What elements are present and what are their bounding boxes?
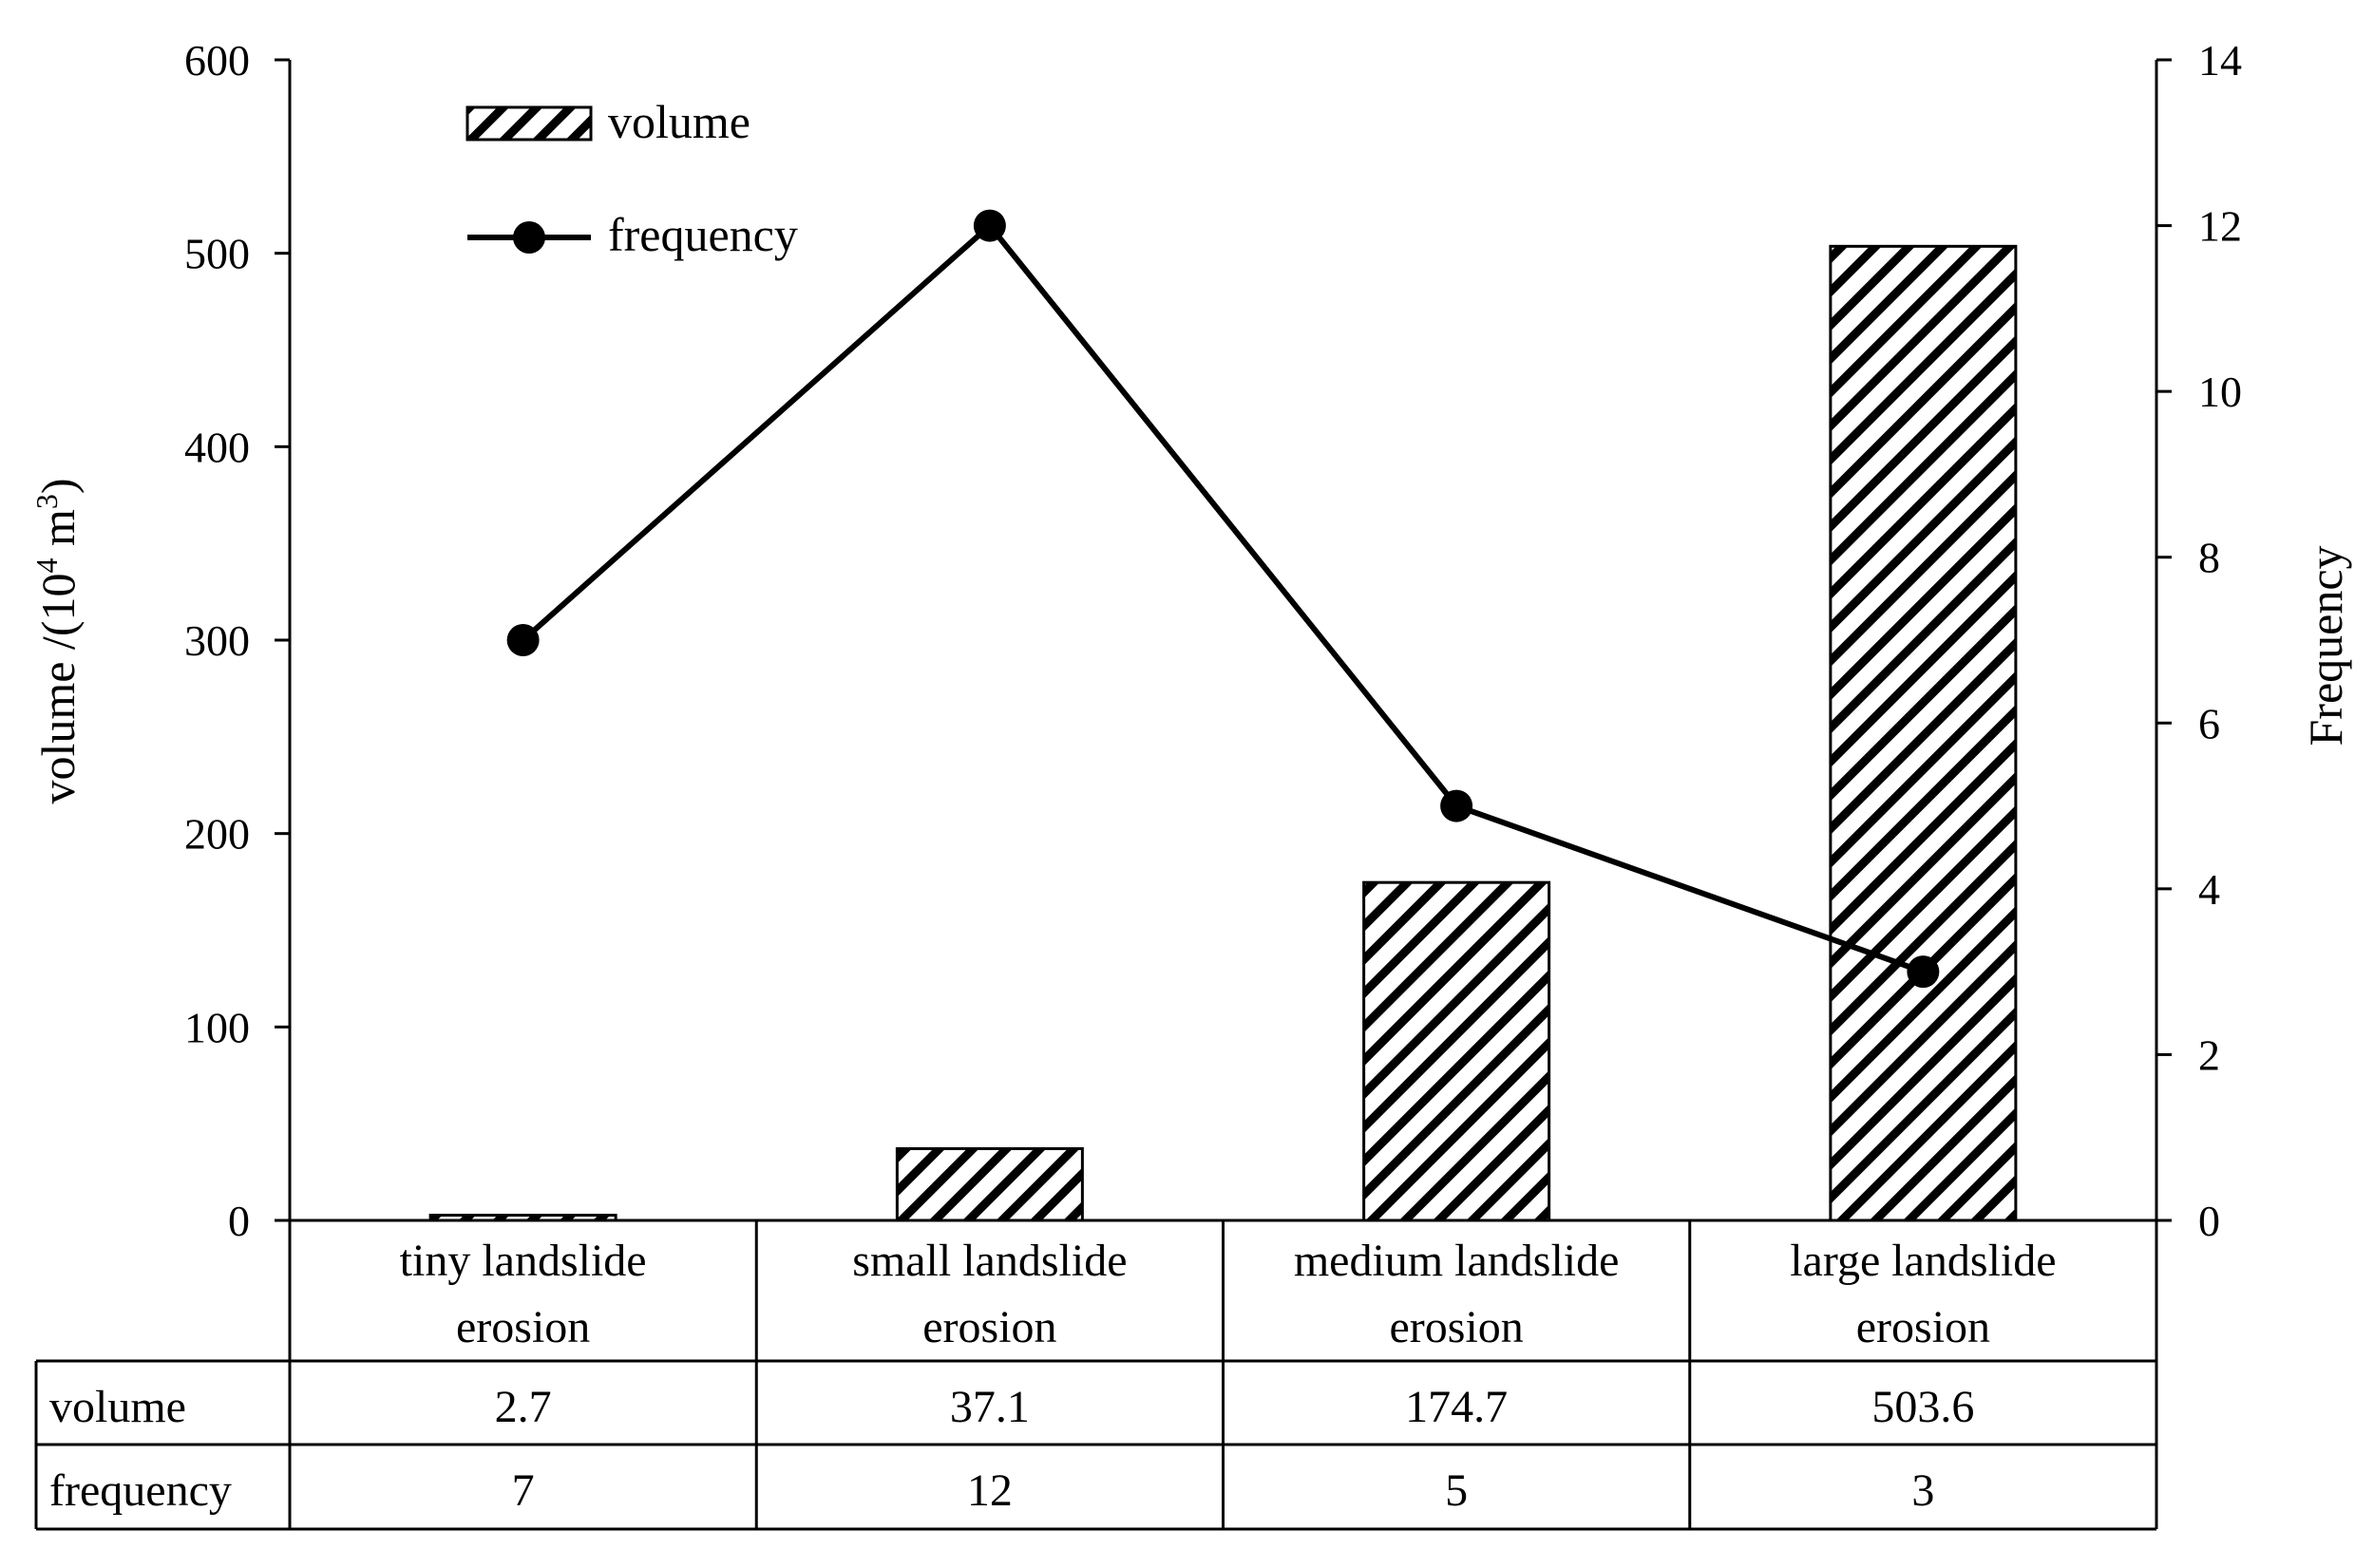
y-axis-label-close: ) bbox=[31, 478, 85, 494]
category-label: medium landslide bbox=[1294, 1236, 1620, 1286]
table-cell: 12 bbox=[967, 1465, 1013, 1516]
table-cell: 7 bbox=[512, 1465, 535, 1516]
legend-volume-swatch bbox=[465, 105, 593, 142]
y2-tick-label: 12 bbox=[2198, 202, 2242, 251]
y-tick-label: 300 bbox=[184, 616, 250, 665]
frequency-point bbox=[1907, 955, 1940, 989]
axes: 0 100 200 300 400 500 600 0 2 4 6 8 10 12 14 volume /… bbox=[29, 36, 2352, 1245]
y2-tick-label: 0 bbox=[2198, 1197, 2220, 1245]
table-cell: 174.7 bbox=[1405, 1382, 1508, 1432]
frequency-line bbox=[521, 221, 1925, 974]
category-label: small landslide bbox=[852, 1236, 1127, 1286]
bar-volume bbox=[1362, 880, 1551, 1222]
table-row-label: volume bbox=[49, 1382, 186, 1432]
category-label: large landslide bbox=[1790, 1236, 2056, 1286]
data-table-grid bbox=[34, 1219, 2158, 1531]
table-cell: 2.7 bbox=[495, 1382, 552, 1432]
table-cell: 5 bbox=[1445, 1465, 1468, 1516]
plot-area bbox=[428, 209, 2018, 1222]
y-tick-label: 400 bbox=[184, 423, 250, 471]
y2-tick-label: 10 bbox=[2198, 368, 2242, 416]
y2-tick-label: 14 bbox=[2198, 36, 2242, 85]
bar-volume bbox=[895, 1146, 1084, 1222]
y-axis-label-unit: m bbox=[31, 509, 85, 558]
y-axis-label: volume /(104 m3) bbox=[29, 478, 85, 803]
legend-volume-label: volume bbox=[608, 95, 750, 148]
table-cell: 37.1 bbox=[950, 1382, 1030, 1432]
y-tick-label: 200 bbox=[184, 810, 250, 859]
bar-volume bbox=[1829, 244, 2018, 1222]
y-axis-label-main: volume /(10 bbox=[31, 574, 85, 804]
table-row-label: frequency bbox=[49, 1465, 232, 1516]
y-axis-label-exponent: 4 bbox=[29, 558, 64, 574]
data-table-cells: tiny landslide erosion small landslide eros… bbox=[49, 1236, 2057, 1516]
legend-frequency-label: frequency bbox=[608, 208, 798, 261]
legend: volume frequency bbox=[465, 95, 798, 261]
bars bbox=[428, 244, 2018, 1222]
y2-tick-label: 2 bbox=[2198, 1030, 2220, 1079]
y-tick-label: 600 bbox=[184, 36, 250, 85]
category-label: tiny landslide bbox=[400, 1236, 647, 1286]
frequency-line-layer bbox=[506, 209, 1940, 989]
y-tick-label: 0 bbox=[228, 1197, 250, 1245]
table-cell: 503.6 bbox=[1871, 1382, 1974, 1432]
category-label: erosion bbox=[1856, 1302, 1990, 1352]
category-label: erosion bbox=[1389, 1302, 1523, 1352]
y-tick-label: 100 bbox=[184, 1003, 250, 1051]
right-axis-ticks: 0 2 4 6 8 10 12 14 bbox=[2156, 36, 2242, 1245]
frequency-point bbox=[506, 624, 540, 656]
legend-frequency-marker bbox=[513, 221, 545, 254]
frequency-point bbox=[973, 209, 1006, 242]
category-label: erosion bbox=[456, 1302, 590, 1352]
y2-tick-label: 8 bbox=[2198, 534, 2220, 582]
frequency-point bbox=[1440, 789, 1473, 822]
table-cell: 3 bbox=[1911, 1465, 1934, 1516]
y2-tick-label: 4 bbox=[2198, 865, 2220, 914]
y-tick-label: 500 bbox=[184, 230, 250, 278]
y-axis-label-unit-exponent: 3 bbox=[29, 494, 64, 509]
y2-tick-label: 6 bbox=[2198, 699, 2220, 747]
y2-axis-label: Frequency bbox=[2299, 545, 2352, 746]
data-table: tiny landslide erosion small landslide eros… bbox=[34, 1219, 2158, 1531]
category-label: erosion bbox=[922, 1302, 1056, 1352]
left-axis-ticks: 0 100 200 300 400 500 600 bbox=[184, 36, 290, 1245]
